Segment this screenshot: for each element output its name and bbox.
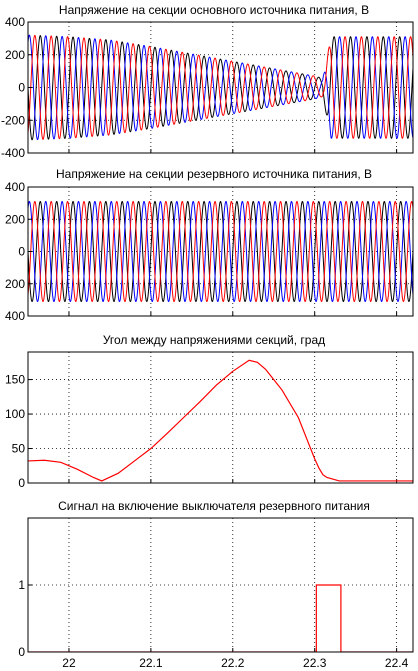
panel-switch-signal: Сигнал на включение выключателя резервно… <box>18 499 414 659</box>
y-axis: 10 <box>18 578 32 659</box>
y-tick-label: 150 <box>5 373 25 387</box>
panel-main-source-voltage: Напряжение на секции основного источника… <box>1 3 414 160</box>
panel-title: Сигнал на включение выключателя резервно… <box>58 499 370 513</box>
panel-title: Угол между напряжениями секций, град <box>103 333 325 347</box>
x-tick-label: 22.2 <box>221 656 245 670</box>
y-tick-label: 400 <box>5 180 25 194</box>
grid <box>28 352 413 484</box>
y-tick-label: 400 <box>5 15 25 29</box>
x-tick-label: 22.4 <box>385 656 409 670</box>
y-tick-label: 200 <box>5 277 25 291</box>
x-tick-label: 22.1 <box>139 656 163 670</box>
y-tick-label: 200 <box>5 48 25 62</box>
panel-reserve-source-voltage: Напряжение на секции резервного источник… <box>5 167 414 323</box>
y-tick-label: 0 <box>18 81 25 95</box>
plot-area <box>28 34 413 141</box>
series-line <box>28 359 413 482</box>
series-line <box>28 34 413 140</box>
panel-title: Напряжение на секции резервного источник… <box>56 167 372 181</box>
y-tick-label: 200 <box>5 212 25 226</box>
y-tick-label: -400 <box>1 146 25 160</box>
y-tick-label: 50 <box>12 442 26 456</box>
y-tick-label: -200 <box>1 113 25 127</box>
y-tick-label: 400 <box>5 309 25 323</box>
y-axis: 400 200 0 200 400 <box>5 180 32 323</box>
panel-phase-angle: Угол между напряжениями секций, град 150… <box>5 333 414 490</box>
x-axis: 22 22.1 22.2 22.3 22.4 <box>62 656 408 670</box>
x-tick-label: 22.3 <box>303 656 327 670</box>
panel-title: Напряжение на секции основного источника… <box>59 3 369 17</box>
y-tick-label: 100 <box>5 407 25 421</box>
y-axis: 400 200 0 -200 -400 <box>1 15 32 160</box>
series-line <box>28 200 413 303</box>
series-line <box>28 584 413 652</box>
y-tick-label: 0 <box>18 645 25 659</box>
y-tick-label: 0 <box>18 476 25 490</box>
plot-area <box>28 359 413 482</box>
grid <box>28 518 413 653</box>
plot-area <box>28 200 413 303</box>
y-tick-label: 1 <box>18 578 25 592</box>
x-tick-label: 22 <box>62 656 76 670</box>
y-axis: 150 100 50 0 <box>5 373 32 490</box>
y-tick-label: 0 <box>18 245 25 259</box>
plot-area <box>28 584 413 652</box>
axes-frame <box>27 351 414 484</box>
